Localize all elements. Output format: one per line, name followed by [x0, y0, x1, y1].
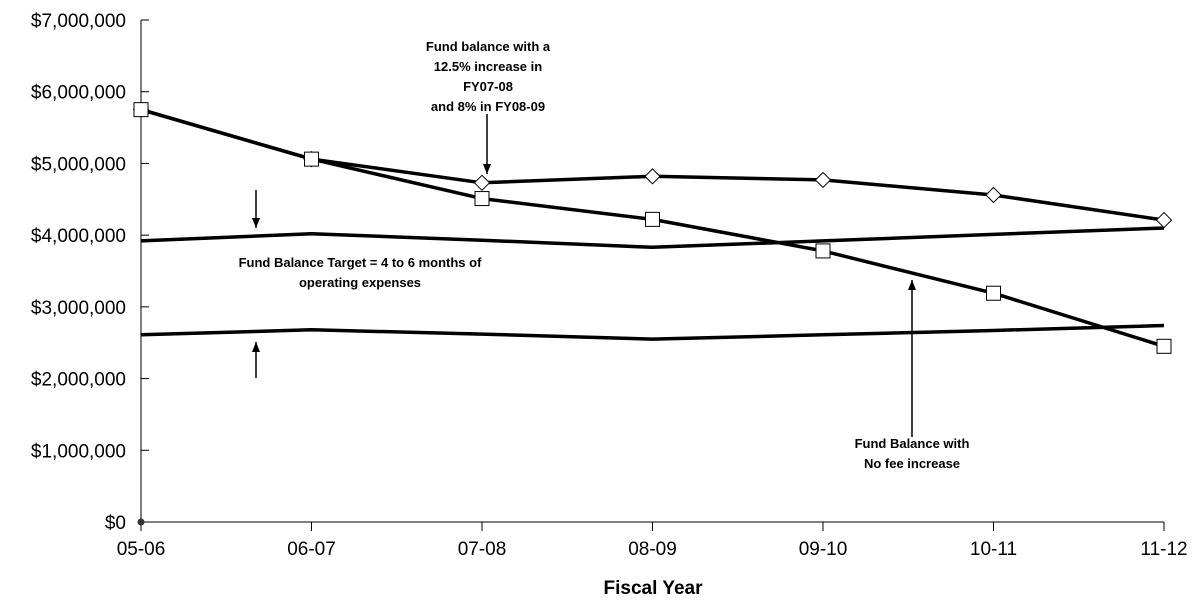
annotation-line: 12.5% increase in — [434, 59, 542, 74]
axes — [137, 19, 1165, 531]
annotation-fee-increase: Fund balance with a 12.5% increase in FY… — [426, 39, 551, 114]
y-tick-label: $1,000,000 — [31, 441, 126, 462]
annotation-line: Fund Balance Target = 4 to 6 months of — [239, 255, 482, 270]
y-tick-label: $3,000,000 — [31, 298, 126, 319]
series-line-fee-increase — [140, 107, 1165, 222]
data-point-fee-increase — [1155, 211, 1173, 229]
data-point-fee-increase — [473, 174, 491, 191]
arrow-no-fee-head — [908, 280, 916, 290]
annotation-line: No fee increase — [864, 456, 960, 471]
arrow-fee-increase-head — [483, 164, 491, 174]
annotation-line: operating expenses — [299, 275, 421, 290]
y-tick-label: $4,000,000 — [31, 226, 126, 247]
y-tick-label: $6,000,000 — [31, 83, 126, 104]
x-tick-label: 07-08 — [458, 539, 507, 560]
series-markers — [132, 101, 1173, 354]
series-line-target-lower — [140, 323, 1165, 341]
x-axis-title: Fiscal Year — [604, 578, 704, 599]
y-axis-labels: $0 $1,000,000 $2,000,000 $3,000,000 $4,000,0… — [31, 11, 126, 534]
series-lines — [140, 107, 1165, 348]
data-point-no-fee-increase — [474, 191, 490, 207]
data-point-fee-increase — [985, 186, 1002, 204]
annotation-target: Fund Balance Target = 4 to 6 months of o… — [239, 255, 482, 290]
data-point-no-fee-increase — [645, 211, 660, 227]
y-tick-label: $0 — [105, 513, 126, 534]
data-point-no-fee-increase — [815, 243, 831, 259]
x-tick-label: 11-12 — [1140, 539, 1187, 560]
annotation-line: Fund Balance with — [855, 436, 970, 451]
annotation-arrows — [252, 114, 916, 437]
x-tick-label: 09-10 — [799, 539, 848, 560]
x-tick-label: 08-09 — [628, 539, 677, 560]
data-point-fee-increase — [644, 168, 661, 185]
x-tick-label: 10-11 — [970, 539, 1017, 560]
annotation-line: Fund balance with a — [426, 39, 551, 54]
y-tick-label: $5,000,000 — [31, 154, 126, 175]
data-point-no-fee-increase — [986, 285, 1001, 301]
annotation-line: FY07-08 — [463, 79, 513, 94]
series-line-target-upper — [140, 226, 1165, 250]
data-point-no-fee-increase — [1156, 338, 1172, 354]
x-tick-label: 06-07 — [287, 539, 336, 560]
y-tick-label: $2,000,000 — [31, 370, 126, 391]
annotation-line: and 8% in FY08-09 — [431, 99, 545, 114]
x-tick-label: 05-06 — [117, 539, 166, 560]
data-point-fee-increase — [814, 171, 832, 189]
arrow-target-lower-head — [252, 342, 260, 352]
y-tick-label: $7,000,000 — [31, 11, 126, 32]
annotation-no-fee: Fund Balance with No fee increase — [855, 436, 970, 471]
x-axis-labels: 05-06 06-07 07-08 08-09 09-10 10-11 11-12 — [117, 539, 1188, 560]
data-point-no-fee-increase — [133, 102, 149, 118]
data-point-no-fee-increase — [304, 151, 319, 167]
arrow-target-upper-head — [252, 218, 260, 228]
origin-dot — [137, 518, 145, 526]
series-line-no-fee-increase — [140, 107, 1165, 348]
